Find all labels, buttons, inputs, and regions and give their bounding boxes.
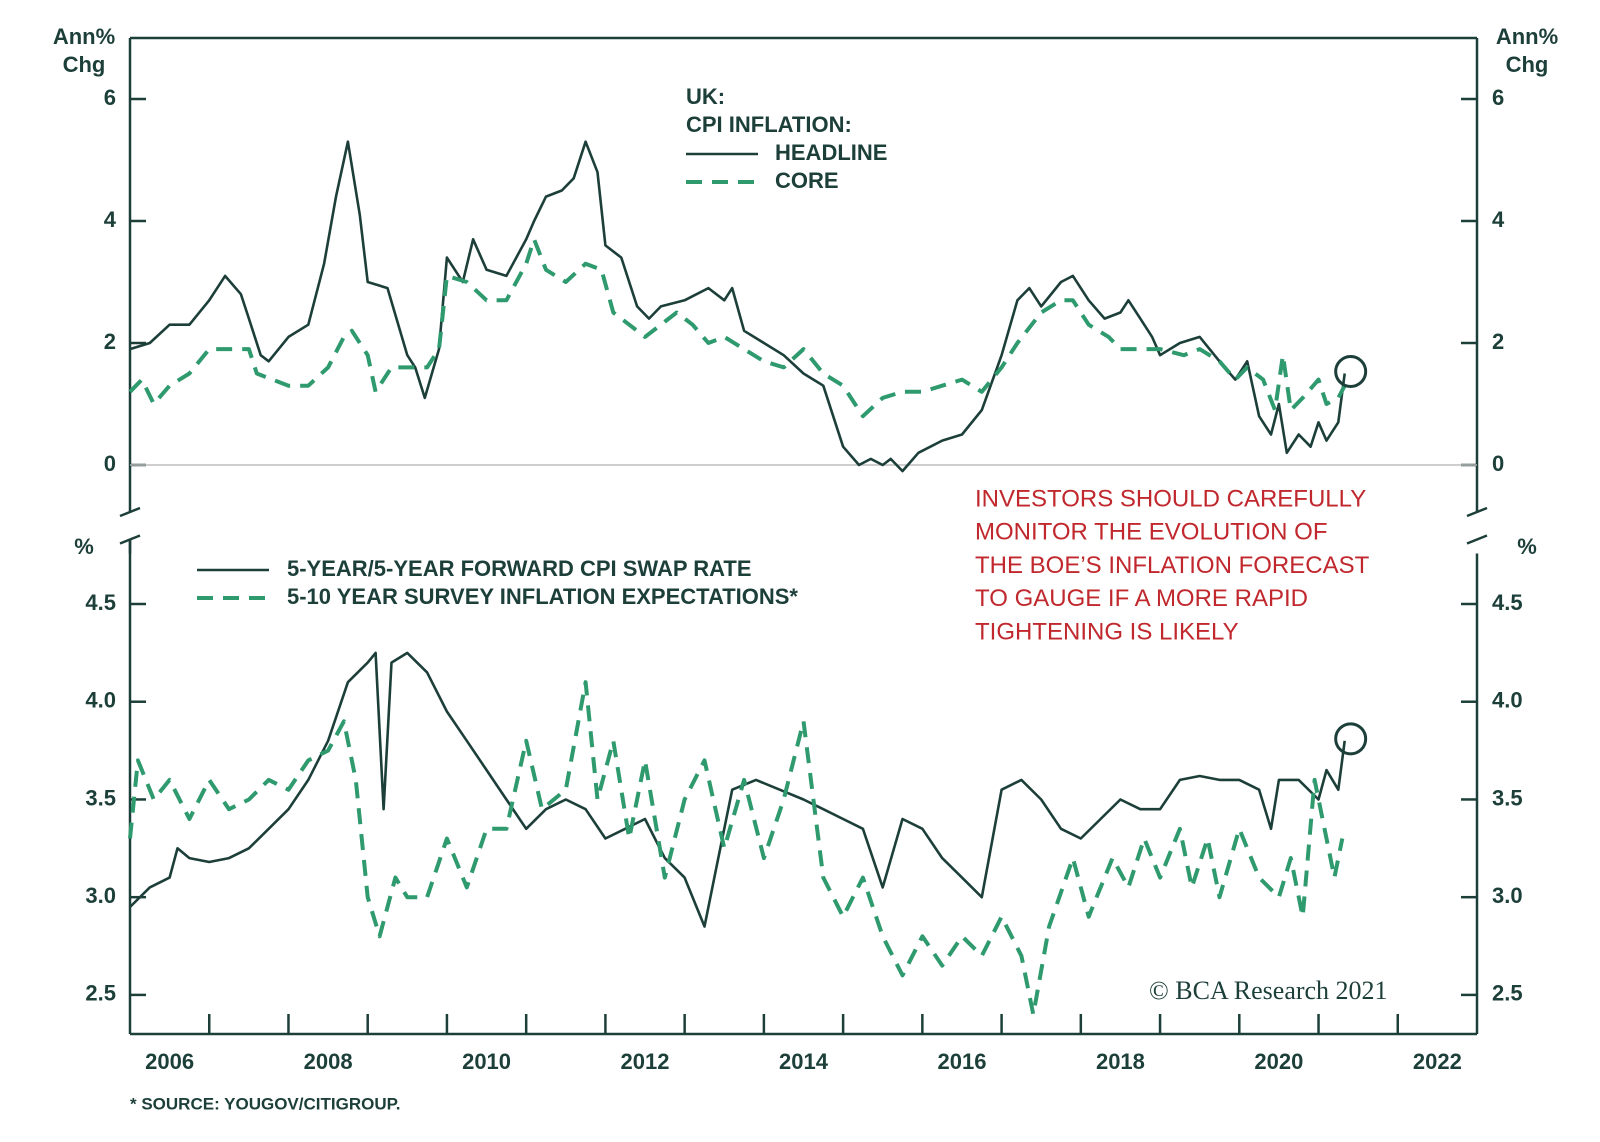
highlight-circle [1334,355,1368,388]
axis-break [119,534,141,545]
x-tick-label: 2008 [304,1049,353,1074]
y2-tick-label: 4.0 [1492,688,1523,713]
axis-break [119,506,141,518]
x-tick-label: 2012 [621,1049,670,1074]
y-tick-label: 4.5 [85,590,116,615]
y-tick-label: 2.5 [85,981,116,1006]
legend-label: 5-10 YEAR SURVEY INFLATION EXPECTATIONS* [287,584,798,609]
y2-tick-label: 6 [1492,85,1504,110]
legend-label: CORE [775,168,839,193]
highlight-circle [1334,722,1368,756]
x-tick-label: 2010 [462,1049,511,1074]
legend-label: 5-YEAR/5-YEAR FORWARD CPI SWAP RATE [287,556,752,581]
annotation: TO GAUGE IF A MORE RAPID [975,585,1308,612]
x-tick-label: 2014 [779,1049,829,1074]
series-line [129,651,1346,928]
y2-tick-label: 2.5 [1492,981,1523,1006]
y2-tick-label: 4 [1492,207,1505,232]
y2-axis-label: Chg [1506,52,1549,77]
x-tick-label: 2022 [1413,1049,1462,1074]
y2-tick-label: 3.5 [1492,785,1523,810]
y-axis-label: Ann% [53,24,115,49]
y-tick-label: 2 [104,329,116,354]
credit: © BCA Research 2021 [1149,976,1388,1005]
series-line [128,237,1347,419]
y-tick-label: 3.5 [85,785,116,810]
legend-title: CPI INFLATION: [686,112,852,137]
legend-title: UK: [686,84,725,109]
y-tick-label: 4 [104,207,117,232]
legend-label: HEADLINE [775,140,887,165]
x-tick-label: 2006 [145,1049,194,1074]
y-tick-label: 4.0 [85,688,116,713]
y-axis-label: Chg [63,52,106,77]
y-tick-label: 6 [104,85,116,110]
axis-break [1466,534,1488,545]
series-line [128,680,1345,1017]
axis-break [1466,506,1488,518]
y2-tick-label: 4.5 [1492,590,1523,615]
y2-tick-label: 3.0 [1492,883,1523,908]
x-tick-label: 2018 [1096,1049,1145,1074]
y2-axis-label: Ann% [1496,24,1558,49]
annotation: MONITOR THE EVOLUTION OF [975,519,1327,546]
annotation: THE BOE’S INFLATION FORECAST [975,552,1370,579]
y-tick-label: 0 [104,451,116,476]
y2-tick-label: 2 [1492,329,1504,354]
series-line [129,140,1346,473]
y2-tick-label: 0 [1492,451,1504,476]
footnote: * SOURCE: YOUGOV/CITIGROUP. [130,1094,400,1113]
annotation: INVESTORS SHOULD CAREFULLY [975,485,1366,512]
y-tick-label: 3.0 [85,883,116,908]
y2-axis-label: % [1517,534,1537,559]
x-tick-label: 2020 [1254,1049,1303,1074]
x-tick-label: 2016 [937,1049,986,1074]
y-axis-label: % [74,534,94,559]
annotation: TIGHTENING IS LIKELY [975,619,1239,646]
